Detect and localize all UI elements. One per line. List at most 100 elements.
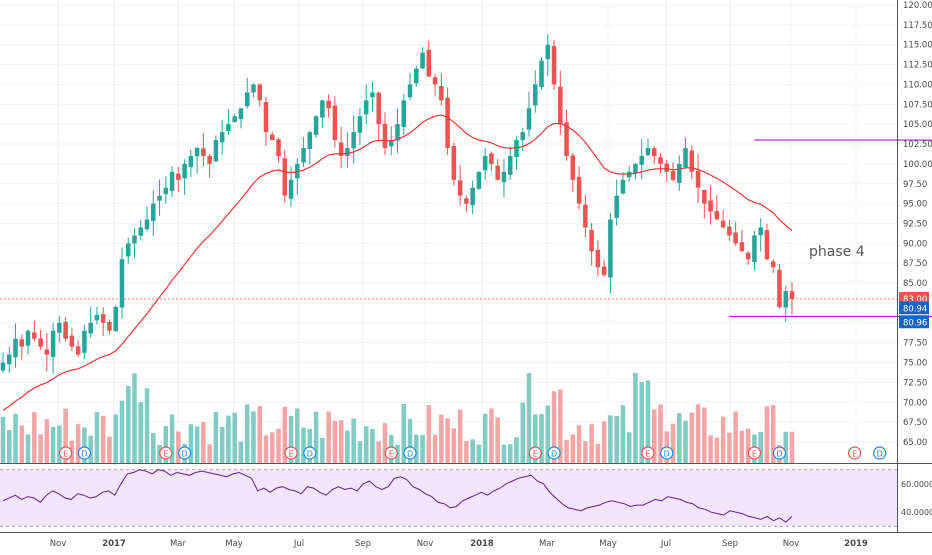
candle-body: [363, 100, 369, 115]
price-tick-label: 97.50: [903, 180, 927, 190]
volume-bar: [288, 415, 294, 463]
volume-bar: [482, 413, 488, 463]
marker-letter: E: [752, 450, 757, 459]
candle-body: [295, 163, 300, 179]
volume-bar: [727, 432, 732, 463]
candle-body: [88, 322, 93, 334]
time-tick-label: Mar: [539, 539, 556, 549]
candle-body: [445, 97, 450, 149]
dividend-marker: [547, 446, 561, 460]
earnings-marker: [159, 446, 173, 460]
volume-bar: [501, 444, 507, 463]
dividend-marker: [772, 446, 787, 460]
volume-bar: [270, 432, 275, 463]
candle-body: [401, 100, 407, 128]
candle-body: [388, 140, 394, 147]
price-tick-label: 90.00: [903, 239, 927, 249]
candle-body: [144, 219, 150, 230]
candle-body: [213, 140, 219, 162]
volume-bar: [307, 428, 313, 463]
volume-bar: [407, 418, 413, 463]
candle-body: [25, 330, 31, 346]
candle-body: [589, 229, 594, 252]
volume-bar: [589, 424, 594, 463]
candle-body: [539, 60, 544, 88]
marker-letter: D: [551, 450, 557, 459]
price-tick-label: 110.00: [903, 80, 932, 90]
rsi-tick-label: 40.0000: [901, 508, 932, 517]
volume-bar: [720, 416, 726, 463]
volume-bar: [7, 429, 12, 463]
price-tick-label: 100.00: [903, 160, 932, 170]
candle-body: [514, 140, 519, 157]
price-tick-label: 72.50: [903, 378, 927, 388]
candle-body: [482, 155, 488, 171]
volume-bar: [125, 385, 131, 463]
volume-bar: [25, 434, 31, 463]
candle-body: [614, 195, 619, 218]
last-price-label: 83.00: [903, 295, 927, 305]
volume-bar: [789, 431, 795, 463]
earnings-marker: [384, 446, 398, 460]
volume-bar: [758, 431, 763, 463]
marker-letter: D: [81, 450, 87, 459]
time-tick-label: Sep: [355, 539, 371, 549]
candle-body: [194, 148, 200, 157]
candle-body: [320, 100, 325, 118]
candle-body: [157, 195, 162, 201]
time-tick-label: May: [225, 539, 243, 549]
volume-bar: [583, 441, 588, 463]
volume-bar: [345, 430, 350, 463]
candle-body: [664, 163, 670, 172]
volume-bar: [476, 444, 482, 463]
candle-body: [670, 170, 676, 180]
annotation-phase-4: phase 4: [809, 244, 865, 260]
candle-body: [689, 150, 695, 172]
volume-bar: [551, 391, 557, 463]
marker-letter: D: [182, 450, 188, 459]
candle-body: [439, 86, 444, 101]
candle-body: [75, 346, 81, 355]
candle-body: [395, 124, 400, 141]
earnings-marker: [59, 446, 73, 460]
time-tick-label: Nov: [417, 539, 434, 549]
volume-bar: [414, 434, 419, 463]
volume-bar: [0, 416, 6, 463]
candles: [0, 34, 795, 374]
level-badge: [899, 315, 929, 329]
candle-body: [745, 252, 751, 260]
candle-body: [608, 219, 613, 278]
candle-body: [720, 220, 726, 228]
volume-bar: [608, 415, 613, 463]
candle-body: [0, 362, 6, 371]
time-tick-label: 2017: [102, 539, 126, 549]
volume-bar: [88, 435, 93, 463]
candle-body: [583, 204, 588, 228]
volume-bar: [50, 426, 56, 463]
volume-bar: [194, 426, 200, 463]
candle-body: [526, 108, 532, 130]
candle-body: [727, 226, 732, 236]
candle-body: [758, 227, 763, 236]
volume-bar: [100, 415, 106, 463]
dividend-marker: [403, 446, 417, 460]
volume-bar: [539, 414, 544, 463]
candle-body: [138, 227, 144, 236]
candle-body: [501, 171, 507, 183]
candle-body: [633, 163, 638, 174]
candle-body: [188, 155, 194, 168]
volume-bar: [19, 425, 25, 463]
volume-bar: [75, 424, 81, 463]
candle-body: [558, 86, 563, 125]
volume-bar: [382, 423, 388, 463]
candle-body: [63, 321, 68, 339]
candle-body: [270, 134, 275, 141]
candle-body: [507, 155, 513, 175]
volume-bar: [401, 403, 407, 463]
price-tick-label: 107.50: [903, 100, 932, 110]
horizontal-lines: [0, 139, 932, 318]
volume-bar: [439, 414, 444, 463]
candle-body: [19, 339, 25, 347]
